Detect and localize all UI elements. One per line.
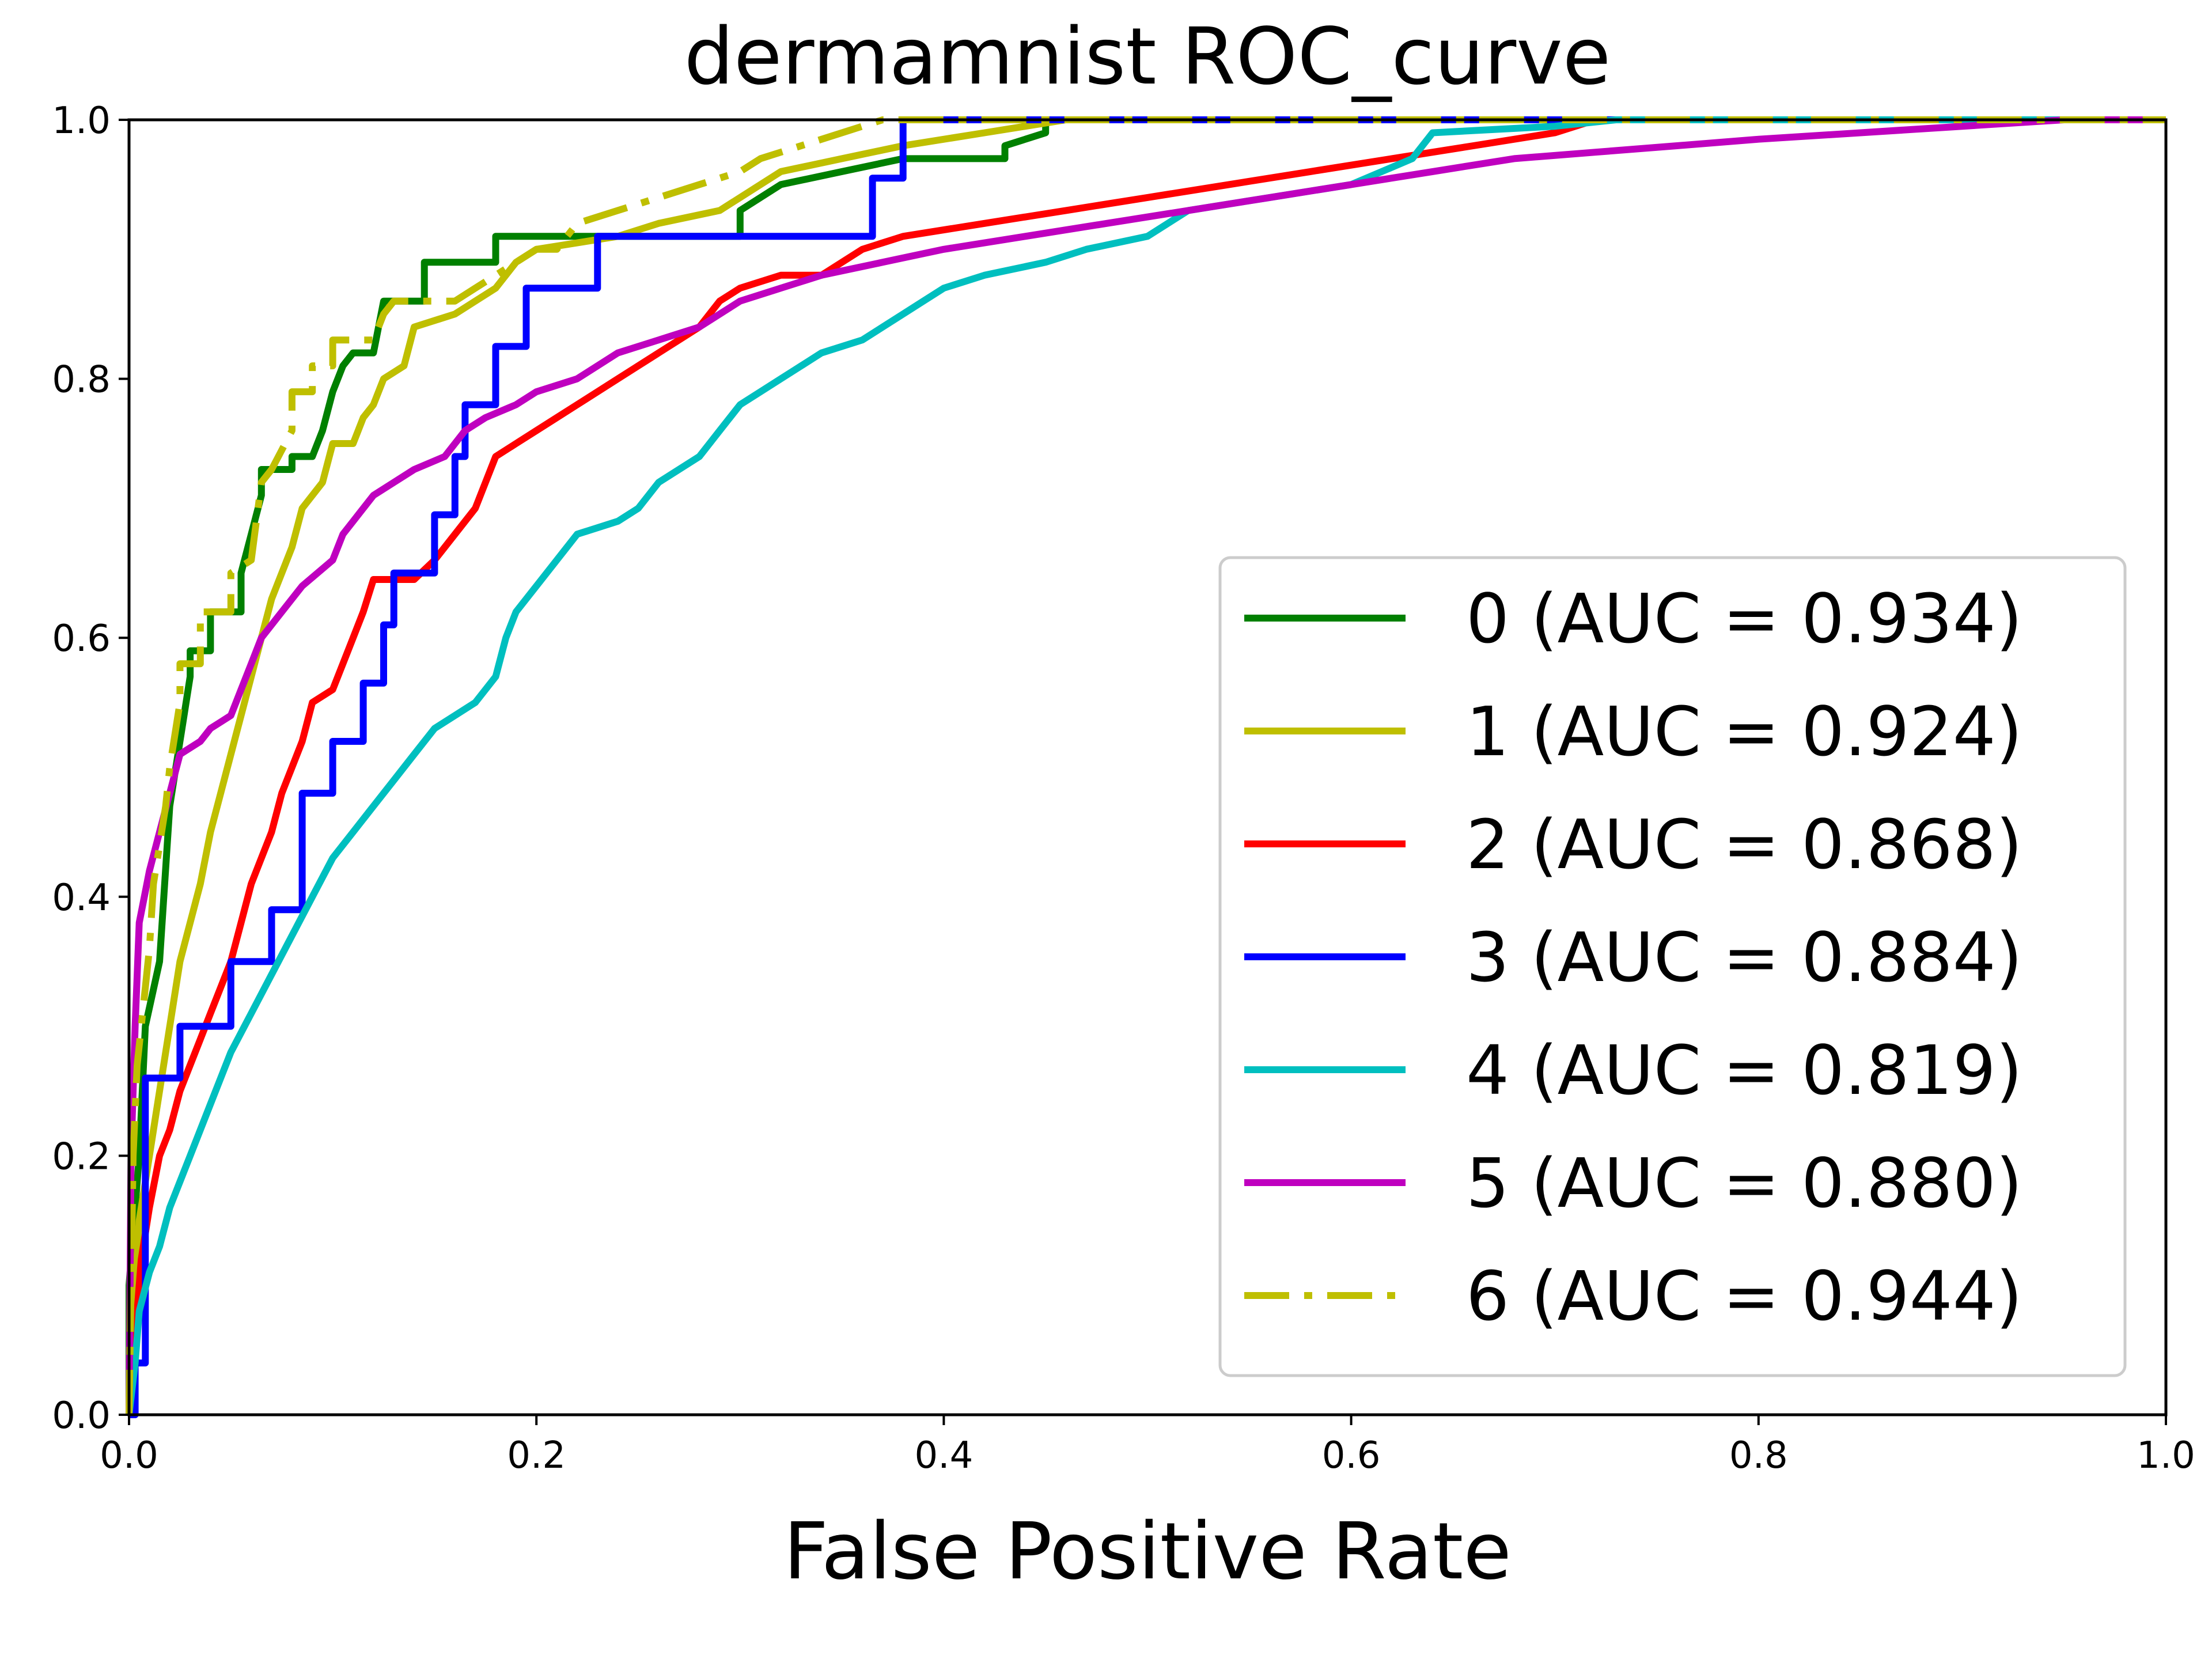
series-line-5 [126, 116, 2166, 1415]
x-tick-label: 0.2 [507, 1434, 566, 1477]
legend-label-5: 5 (AUC = 0.880) [1466, 1143, 2022, 1223]
legend-box [1218, 556, 2127, 1377]
y-tick-label: 0.2 [52, 1135, 111, 1178]
y-tick-label: 0.6 [52, 618, 111, 660]
series-line-4 [126, 116, 2166, 1415]
legend-label-2: 2 (AUC = 0.868) [1466, 805, 2022, 884]
series-line-6 [126, 116, 2166, 1415]
legend: 0 (AUC = 0.934) 1 (AUC = 0.924) 2 (AUC = 0… [1218, 556, 2127, 1377]
chart-title: dermamnist ROC_curve [684, 12, 1611, 103]
series-line-3 [129, 116, 2166, 1418]
y-tick-label: 0.4 [52, 877, 111, 919]
series-layer [126, 116, 2166, 1418]
series-line-0 [126, 116, 2166, 1415]
legend-label-1: 1 (AUC = 0.924) [1466, 692, 2022, 771]
y-tick-label: 0.8 [52, 359, 111, 402]
legend-label-4: 4 (AUC = 0.819) [1466, 1031, 2022, 1110]
x-axis-label: False Positive Rate [783, 1506, 1512, 1597]
x-tick-label: 0.6 [1322, 1434, 1381, 1477]
x-axis: 0.0 0.2 0.4 0.6 0.8 1.0 [100, 1415, 2195, 1477]
series-line-1 [126, 116, 2166, 1415]
series-line-2 [126, 116, 2166, 1415]
legend-label-0: 0 (AUC = 0.934) [1466, 579, 2022, 658]
y-tick-label: 0.0 [52, 1395, 111, 1437]
x-tick-label: 0.8 [1729, 1434, 1788, 1477]
y-axis: 0.0 0.2 0.4 0.6 0.8 1.0 [52, 100, 129, 1437]
legend-label-3: 3 (AUC = 0.884) [1466, 918, 2022, 997]
x-tick-label: 0.0 [100, 1434, 158, 1477]
y-tick-label: 1.0 [52, 100, 111, 142]
x-tick-label: 1.0 [2137, 1434, 2195, 1477]
x-tick-label: 0.4 [915, 1434, 974, 1477]
legend-label-6: 6 (AUC = 0.944) [1466, 1256, 2022, 1336]
plot-frame [127, 118, 2168, 1416]
